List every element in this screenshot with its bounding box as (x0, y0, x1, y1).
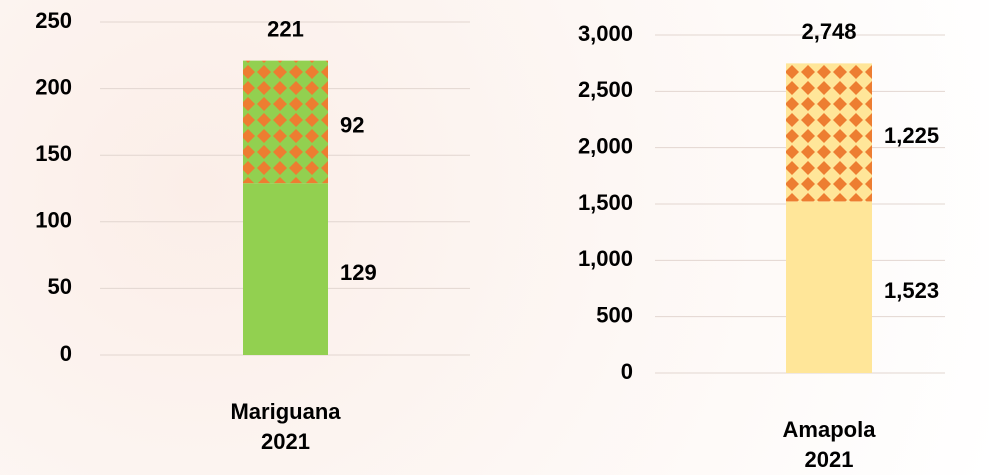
y-tick-label: 3,000 (578, 21, 633, 46)
y-tick-label: 200 (35, 74, 72, 99)
y-tick-label: 1,500 (578, 190, 633, 215)
value-label: 1,225 (884, 123, 939, 148)
y-tick-label: 100 (35, 208, 72, 233)
value-label: 129 (340, 260, 377, 285)
total-label: 221 (267, 16, 304, 41)
bar-segment (243, 60, 328, 184)
bar-segment (243, 183, 328, 355)
y-tick-label: 2,000 (578, 133, 633, 158)
value-label: 1,523 (884, 278, 939, 303)
bar-segment (786, 63, 872, 202)
x-tick-label: Mariguana 2021 (230, 399, 341, 454)
y-tick-label: 500 (596, 302, 633, 327)
y-tick-label: 0 (60, 341, 72, 366)
bar-segment (786, 201, 872, 373)
total-label: 2,748 (801, 19, 856, 44)
value-label: 92 (340, 113, 364, 138)
y-tick-label: 1,000 (578, 246, 633, 271)
y-tick-label: 150 (35, 141, 72, 166)
y-tick-label: 2,500 (578, 77, 633, 102)
x-tick-label: Amapola 2021 (782, 417, 876, 472)
y-tick-label: 0 (621, 359, 633, 384)
y-tick-label: 250 (35, 8, 72, 33)
y-tick-label: 50 (48, 274, 72, 299)
